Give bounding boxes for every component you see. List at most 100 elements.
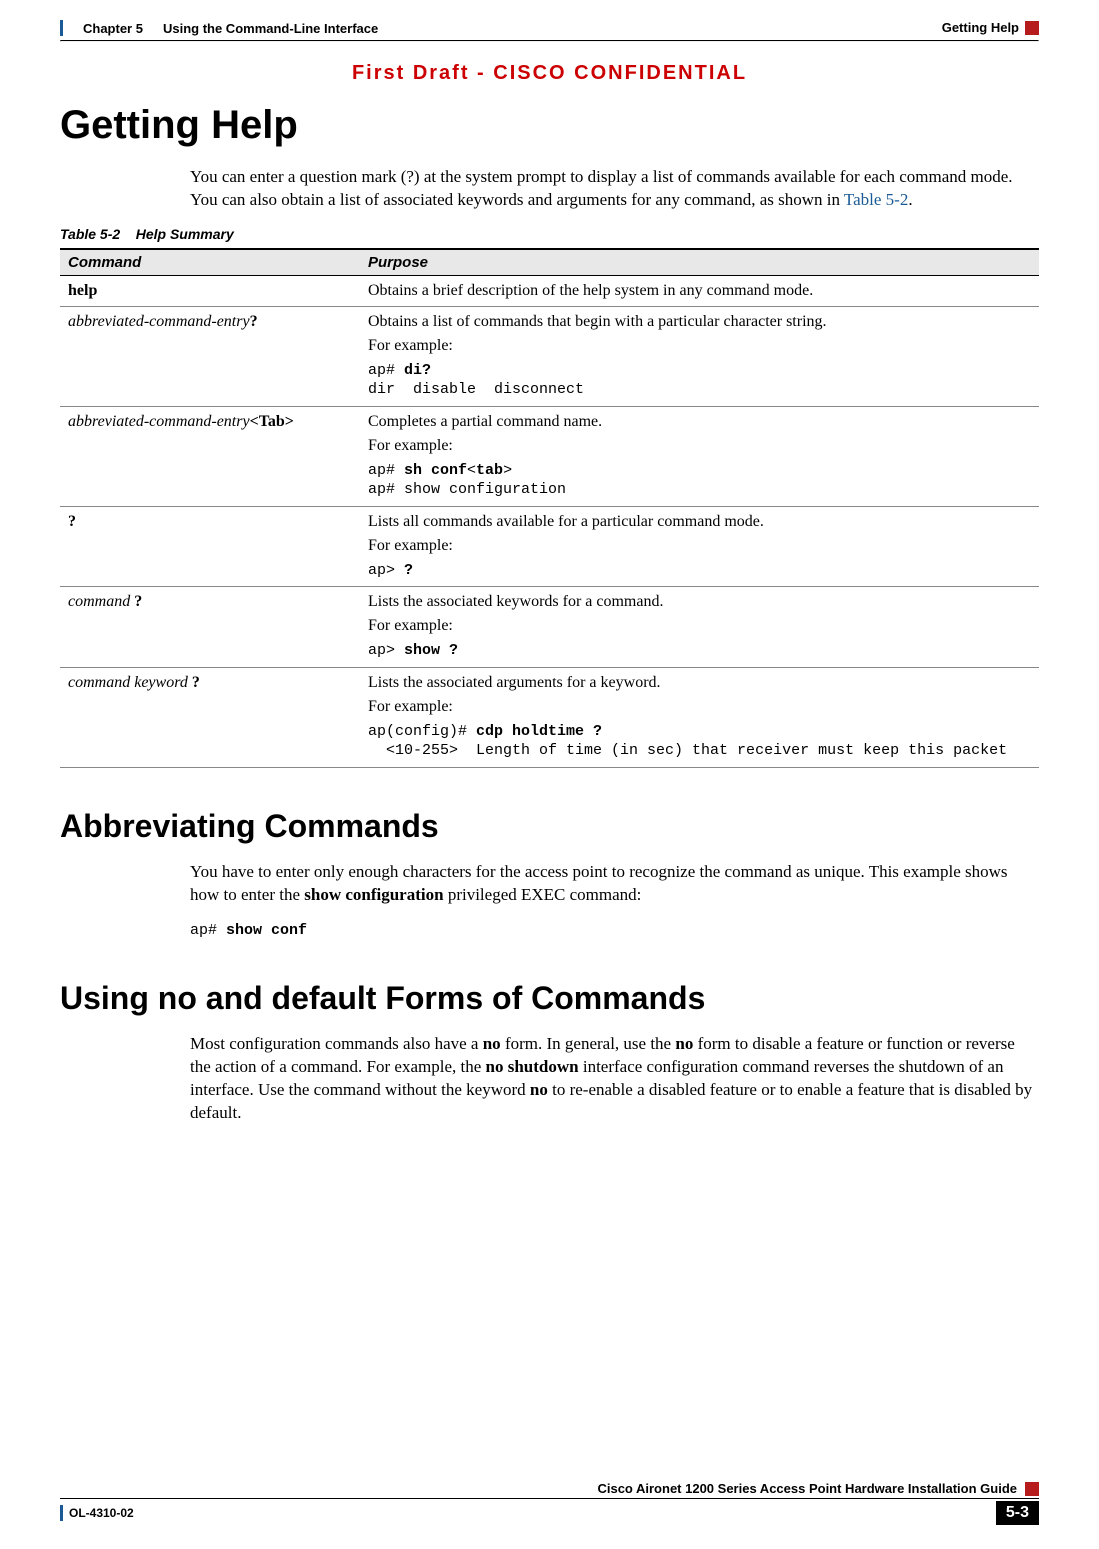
header-section: Getting Help — [942, 20, 1019, 35]
purpose-text: Lists the associated arguments for a key… — [368, 674, 1031, 692]
cmd-cell: ? — [60, 506, 360, 587]
section-heading: Using no and default Forms of Commands — [60, 980, 1039, 1017]
cmd-cell: abbreviated-command-entry<Tab> — [60, 406, 360, 506]
table-caption: Table 5-2 Help Summary — [60, 226, 1039, 242]
p-bold: no shutdown — [486, 1057, 579, 1076]
cmd-text-bold: ? — [250, 313, 258, 330]
footer-bottom: OL-4310-02 5-3 — [60, 1501, 1039, 1525]
cmd-text-italic: abbreviated-command-entry — [68, 413, 250, 430]
intro-paragraph: You can enter a question mark (?) at the… — [60, 166, 1039, 212]
footer-doc-id: OL-4310-02 — [69, 1506, 134, 1520]
page-footer: Cisco Aironet 1200 Series Access Point H… — [60, 1481, 1039, 1525]
no-default-paragraph: Most configuration commands also have a … — [60, 1033, 1039, 1125]
for-example-label: For example: — [368, 617, 1031, 635]
code-example: ap(config)# cdp holdtime ? <10-255> Leng… — [368, 722, 1031, 761]
abbrev-code: ap# show conf — [60, 921, 1039, 941]
header-marker-icon — [1025, 21, 1039, 35]
intro-text-after: . — [908, 190, 912, 209]
p-text: form. In general, use the — [501, 1034, 676, 1053]
p-bold: no — [675, 1034, 693, 1053]
purpose-cell: Obtains a brief description of the help … — [360, 275, 1039, 306]
code-bold: cdp holdtime ? — [476, 723, 602, 740]
code-plain: > — [503, 462, 512, 479]
table-row: command keyword ? Lists the associated a… — [60, 667, 1039, 767]
footer-guide-title: Cisco Aironet 1200 Series Access Point H… — [597, 1481, 1017, 1496]
table-row: help Obtains a brief description of the … — [60, 275, 1039, 306]
code-output: <10-255> Length of time (in sec) that re… — [368, 742, 1007, 759]
header-rule — [60, 40, 1039, 42]
table-row: ? Lists all commands available for a par… — [60, 506, 1039, 587]
purpose-cell: Completes a partial command name. For ex… — [360, 406, 1039, 506]
code-plain: ap# — [368, 362, 404, 379]
cmd-cell: help — [60, 275, 360, 306]
purpose-text: Lists all commands available for a parti… — [368, 513, 1031, 531]
code-bold: show conf — [226, 922, 307, 939]
purpose-cell: Lists the associated keywords for a comm… — [360, 587, 1039, 668]
cmd-cell: command ? — [60, 587, 360, 668]
table-link[interactable]: Table 5-2 — [844, 190, 908, 209]
purpose-text: Lists the associated keywords for a comm… — [368, 593, 1031, 611]
header-left: Chapter 5 Using the Command-Line Interfa… — [60, 20, 378, 36]
page-header: Chapter 5 Using the Command-Line Interfa… — [60, 20, 1039, 36]
footer-accent-bar — [60, 1505, 63, 1521]
header-right: Getting Help — [942, 20, 1039, 35]
table-caption-label: Table 5-2 — [60, 226, 120, 242]
page-number: 5-3 — [996, 1501, 1039, 1525]
for-example-label: For example: — [368, 337, 1031, 355]
p-text: Most configuration commands also have a — [190, 1034, 483, 1053]
cmd-cell: abbreviated-command-entry? — [60, 306, 360, 406]
code-plain: ap# — [190, 922, 226, 939]
code-bold: ? — [404, 562, 413, 579]
for-example-label: For example: — [368, 537, 1031, 555]
footer-top: Cisco Aironet 1200 Series Access Point H… — [60, 1481, 1039, 1499]
code-bold: show ? — [404, 642, 458, 659]
purpose-cell: Lists the associated arguments for a key… — [360, 667, 1039, 767]
confidential-banner: First Draft - CISCO CONFIDENTIAL — [60, 62, 1039, 85]
code-example: ap> show ? — [368, 641, 1031, 661]
code-bold: tab — [476, 462, 503, 479]
code-example: ap# sh conf<tab> ap# show configuration — [368, 461, 1031, 500]
cmd-text-italic: abbreviated-command-entry — [68, 313, 250, 330]
code-output: ap# show configuration — [368, 481, 566, 498]
purpose-text: Completes a partial command name. — [368, 413, 1031, 431]
code-plain: ap> — [368, 642, 404, 659]
cmd-cell: command keyword ? — [60, 667, 360, 767]
code-bold: sh conf — [404, 462, 467, 479]
table-row: command ? Lists the associated keywords … — [60, 587, 1039, 668]
p-bold: no — [483, 1034, 501, 1053]
purpose-cell: Lists all commands available for a parti… — [360, 506, 1039, 587]
chapter-title: Using the Command-Line Interface — [163, 21, 378, 36]
table-row: abbreviated-command-entry? Obtains a lis… — [60, 306, 1039, 406]
code-plain: < — [467, 462, 476, 479]
page-title: Getting Help — [60, 103, 1039, 148]
cmd-text: help — [68, 282, 97, 299]
cmd-text-bold: ? — [134, 593, 142, 610]
for-example-label: For example: — [368, 698, 1031, 716]
code-plain: ap# — [368, 462, 404, 479]
col-command: Command — [60, 249, 360, 276]
document-page: Chapter 5 Using the Command-Line Interfa… — [0, 0, 1099, 1549]
footer-right: 5-3 — [996, 1501, 1039, 1525]
cmd-text: ? — [68, 513, 76, 530]
purpose-text: Obtains a list of commands that begin wi… — [368, 313, 1031, 331]
col-purpose: Purpose — [360, 249, 1039, 276]
for-example-label: For example: — [368, 437, 1031, 455]
footer-marker-icon — [1025, 1482, 1039, 1496]
cmd-text-italic: command — [68, 593, 130, 610]
abbrev-paragraph: You have to enter only enough characters… — [60, 861, 1039, 907]
table-header-row: Command Purpose — [60, 249, 1039, 276]
cmd-text-italic: command keyword — [68, 674, 188, 691]
table-row: abbreviated-command-entry<Tab> Completes… — [60, 406, 1039, 506]
table-caption-title: Help Summary — [136, 226, 234, 242]
code-plain: ap(config)# — [368, 723, 476, 740]
code-output: dir disable disconnect — [368, 381, 584, 398]
cmd-text-bold: <Tab> — [250, 413, 294, 430]
help-summary-table: Command Purpose help Obtains a brief des… — [60, 248, 1039, 768]
abbrev-bold: show configuration — [304, 885, 443, 904]
cmd-text-bold: ? — [192, 674, 200, 691]
code-plain: ap> — [368, 562, 404, 579]
p-bold: no — [530, 1080, 548, 1099]
code-bold: di? — [404, 362, 431, 379]
code-example: ap# di? dir disable disconnect — [368, 361, 1031, 400]
code-example: ap> ? — [368, 561, 1031, 581]
